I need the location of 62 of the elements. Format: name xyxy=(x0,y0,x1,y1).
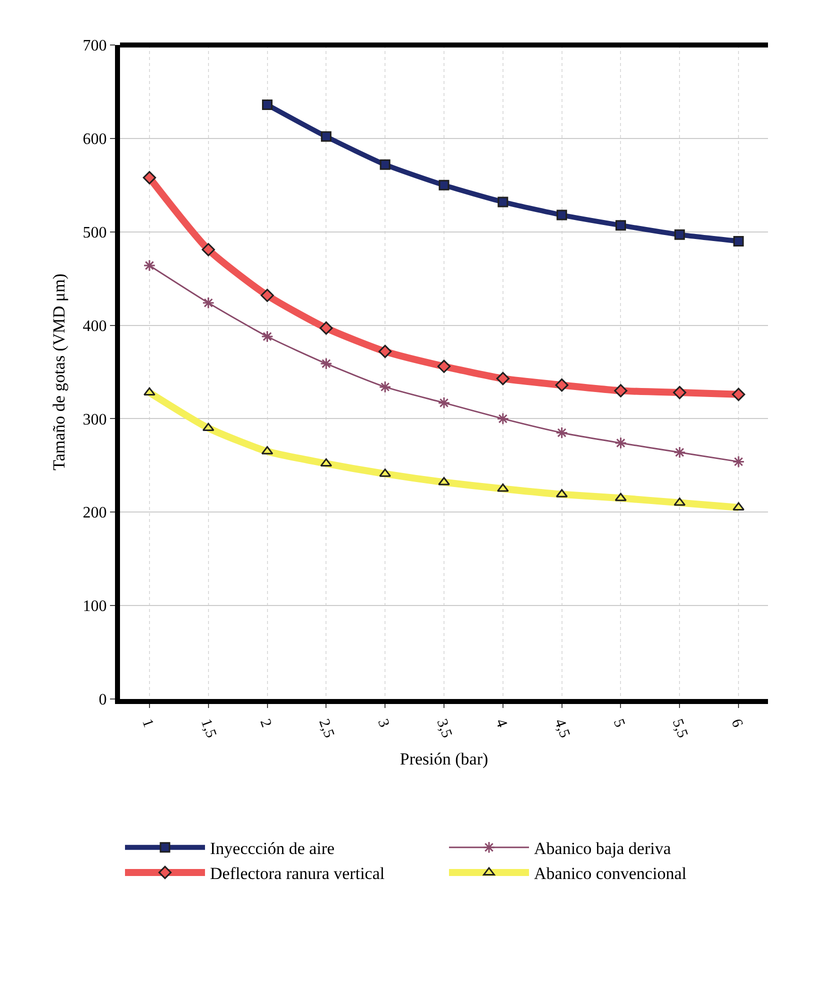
point xyxy=(262,100,273,110)
x-tick-label: 1 xyxy=(138,716,156,730)
point xyxy=(320,458,332,467)
y-tick-label: 200 xyxy=(82,504,107,522)
point xyxy=(202,243,215,256)
point xyxy=(614,384,628,398)
x-tick-label: 5,5 xyxy=(668,716,690,740)
point xyxy=(732,456,745,468)
point xyxy=(498,196,508,208)
y-tick-label: 100 xyxy=(82,598,107,616)
point xyxy=(673,446,686,458)
point xyxy=(673,386,686,400)
point xyxy=(555,378,568,392)
point xyxy=(438,477,450,486)
x-tick-label: 1,5 xyxy=(198,716,219,740)
point xyxy=(674,229,685,240)
point xyxy=(496,372,510,386)
point xyxy=(260,288,274,302)
point xyxy=(438,180,450,190)
point xyxy=(378,380,392,394)
point xyxy=(320,131,332,142)
point xyxy=(320,357,332,370)
point xyxy=(380,159,390,170)
x-tick-label: 3,5 xyxy=(433,716,455,740)
point xyxy=(615,220,626,231)
point xyxy=(261,330,274,343)
point xyxy=(556,426,568,439)
point xyxy=(143,259,156,272)
legend-label: Deflectora ranura vertical xyxy=(210,864,385,884)
y-tick-label: 600 xyxy=(82,131,107,148)
point xyxy=(202,296,215,310)
point xyxy=(733,236,744,246)
point xyxy=(556,210,568,220)
x-tick-label: 3 xyxy=(374,716,392,730)
y-tick-label: 500 xyxy=(82,224,107,242)
point xyxy=(378,344,392,358)
point xyxy=(496,412,510,425)
point xyxy=(142,171,156,184)
point xyxy=(320,321,333,335)
x-axis-title: Presión (bar) xyxy=(400,749,488,768)
point xyxy=(144,387,156,396)
x-tick-label: 4 xyxy=(492,716,510,730)
x-tick-label: 4,5 xyxy=(551,716,572,740)
point xyxy=(614,436,627,450)
point xyxy=(438,396,450,409)
legend-label: Abanico convencional xyxy=(534,864,687,884)
point xyxy=(614,492,627,502)
point xyxy=(732,388,746,402)
y-tick-label: 0 xyxy=(98,692,107,709)
y-axis-title: Tamaño de gotas (VMD μm) xyxy=(49,274,68,470)
point xyxy=(732,502,744,510)
legend-label: Abanico baja deriva xyxy=(534,838,672,858)
y-tick-label: 700 xyxy=(82,38,107,55)
y-tick-label: 300 xyxy=(82,411,107,428)
point xyxy=(437,360,451,373)
x-tick-label: 5 xyxy=(610,716,628,730)
x-tick-label: 6 xyxy=(728,716,746,730)
y-tick-label: 400 xyxy=(82,318,107,335)
x-tick-label: 2 xyxy=(256,716,274,730)
x-tick-label: 2,5 xyxy=(315,716,337,740)
point xyxy=(202,422,214,432)
legend-label: Inyeccción de aire xyxy=(210,838,335,858)
